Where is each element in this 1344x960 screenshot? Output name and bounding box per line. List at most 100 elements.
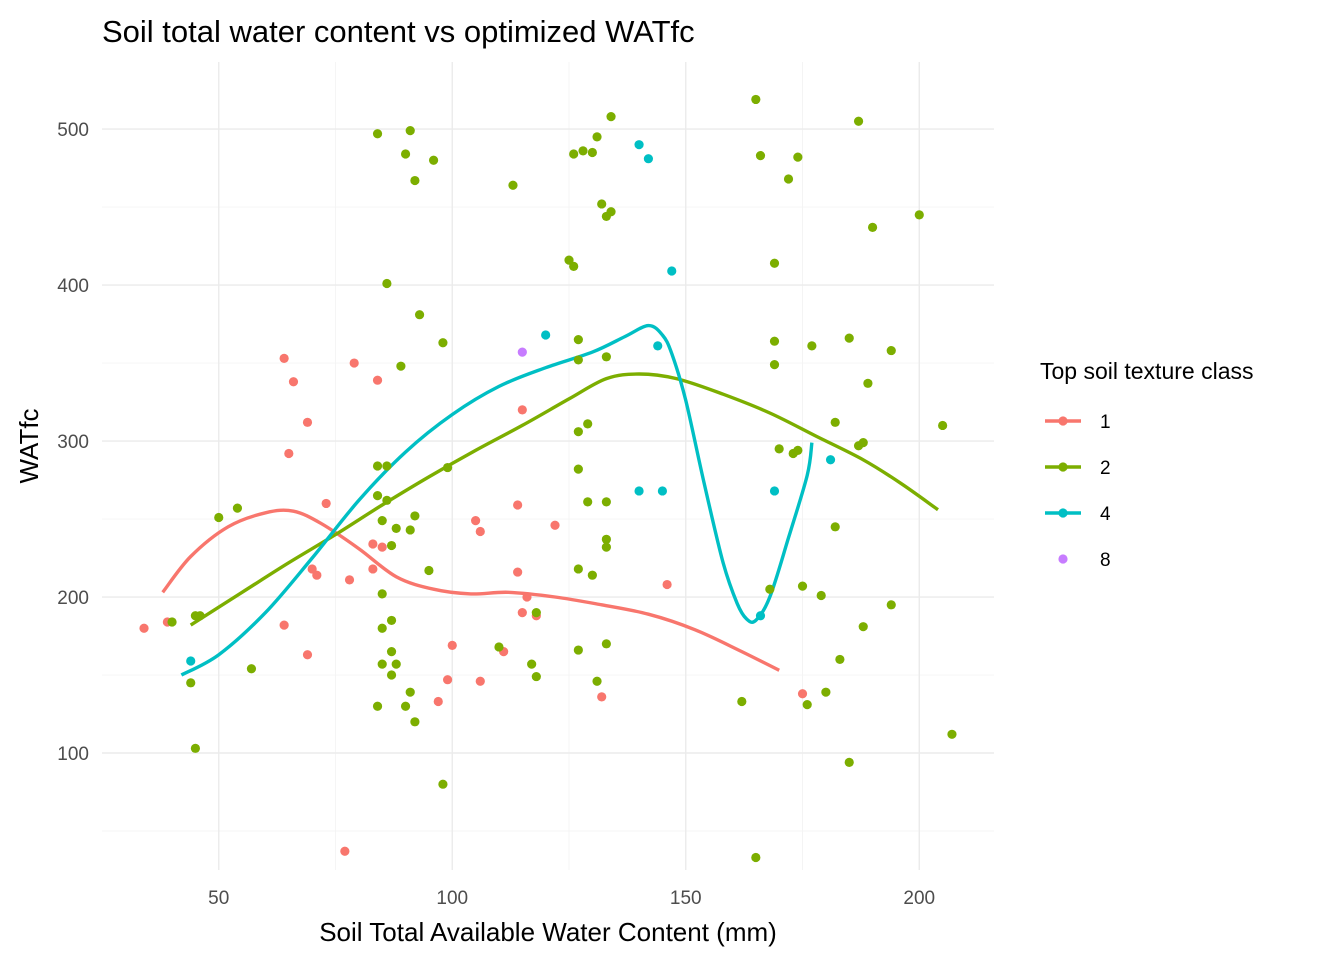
data-point-series-1 [139,623,149,633]
data-point-series-2 [372,491,383,501]
data-point-series-2 [774,444,784,454]
data-point-series-2 [214,512,224,523]
smooth-line-series-1 [161,508,780,672]
data-point-series-2 [428,155,439,165]
data-point-series-2 [569,149,579,159]
data-point-series-2 [606,207,616,217]
smooth-line-series-2 [189,372,939,627]
data-point-series-2 [186,678,196,688]
data-point-series-2 [830,522,840,532]
data-point-series-4 [667,266,677,276]
data-point-series-2 [601,352,611,362]
data-point-series-2 [386,647,397,657]
data-point-series-2 [769,336,780,346]
data-point-series-2 [391,523,401,533]
data-point-series-1 [368,539,378,549]
data-point-series-2 [377,623,387,633]
legend-title: Top soil texture class [1040,358,1253,384]
y-tick-label: 300 [57,432,89,453]
grid [102,62,994,870]
legend-item-8: 8 [1058,550,1111,571]
x-tick-label: 150 [670,888,702,909]
data-point-series-1 [513,500,523,510]
data-point-series-1 [321,498,331,509]
data-point-series-1 [475,526,485,537]
data-point-series-2 [396,361,406,371]
legend-point-key [1058,416,1068,426]
data-point-series-2 [583,419,593,429]
data-point-series-1 [368,564,378,574]
data-point-series-1 [662,579,672,590]
data-point-series-2 [386,670,397,680]
data-point-series-1 [302,417,313,427]
data-point-series-1 [471,515,481,526]
data-point-series-1 [522,592,532,602]
data-point-series-4 [643,154,654,164]
data-point-series-2 [578,146,588,156]
data-point-series-1 [797,689,808,699]
data-point-series-2 [886,600,896,610]
data-point-series-2 [386,540,397,551]
x-tick-label: 100 [436,888,468,909]
data-point-series-2 [372,129,383,139]
data-point-series-2 [410,511,420,521]
data-point-series-2 [583,497,593,507]
data-point-series-2 [765,584,775,594]
data-point-series-2 [802,700,812,710]
data-point-series-2 [573,355,583,365]
data-point-series-1 [372,375,383,385]
data-point-series-1 [513,567,523,577]
data-point-series-2 [573,645,583,655]
data-point-series-4 [657,486,668,496]
data-point-series-2 [914,210,924,220]
data-point-series-1 [550,520,560,530]
data-point-series-2 [573,564,583,574]
legend-item-4: 4 [1045,504,1111,525]
data-point-series-2 [382,461,392,471]
data-point-series-2 [382,495,392,505]
data-point-series-2 [807,341,817,351]
data-point-series-2 [797,581,808,591]
legend-label: 2 [1100,458,1111,479]
x-tick-label: 50 [208,888,229,909]
data-point-series-2 [858,438,868,448]
data-point-series-2 [573,464,583,474]
data-point-series-1 [349,358,359,368]
data-point-series-1 [302,650,313,660]
data-point-series-2 [438,338,448,348]
data-point-series-2 [573,427,583,437]
y-tick-label: 200 [57,588,89,609]
data-point-series-2 [844,333,854,343]
data-point-series-2 [793,152,803,162]
data-point-series-2 [938,420,948,431]
data-point-series-2 [606,111,616,122]
data-point-series-2 [592,132,602,142]
tick-labels: 50 100 150 200 100 200 300 400 500 [57,120,935,909]
data-point-series-2 [405,126,415,136]
legend-item-2: 2 [1045,458,1111,479]
data-point-series-2 [531,671,541,682]
data-point-series-2 [377,659,387,669]
data-point-series-2 [531,608,541,618]
data-point-series-2 [835,654,845,665]
data-point-series-2 [569,261,579,271]
data-point-series-1 [288,377,299,387]
y-tick-label: 500 [57,120,89,141]
data-point-series-2 [377,515,387,526]
data-point-series-2 [508,180,518,190]
data-point-series-2 [816,590,826,601]
legend-label: 4 [1100,504,1111,525]
data-point-series-1 [517,608,527,618]
legend-label: 8 [1100,550,1111,571]
data-point-series-2 [246,664,257,674]
x-tick-label: 200 [903,888,935,909]
data-point-series-2 [232,503,243,513]
data-point-series-2 [424,565,434,576]
data-point-series-4 [541,330,551,340]
data-point-series-2 [442,462,453,473]
data-point-series-2 [863,378,873,388]
data-point-series-2 [400,149,411,159]
data-point-series-2 [783,174,794,184]
data-point-series-1 [279,620,289,630]
